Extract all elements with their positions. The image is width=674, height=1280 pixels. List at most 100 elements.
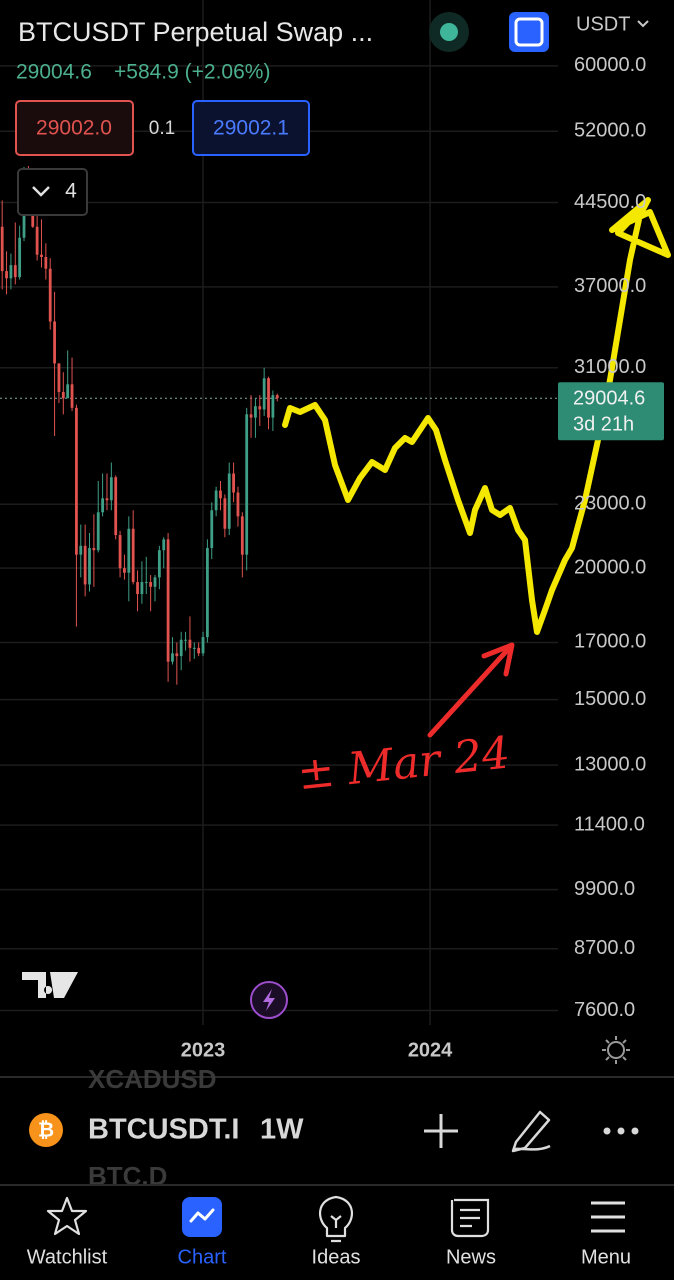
y-tick-label: 7600.0 <box>574 999 635 1021</box>
candle-body <box>258 406 262 410</box>
candle-body <box>140 582 144 595</box>
candle-body <box>275 395 279 399</box>
candle-body <box>0 226 4 272</box>
candle-body <box>219 490 222 499</box>
draw-button[interactable] <box>511 1110 551 1153</box>
bid-price: 29002.0 <box>36 117 112 140</box>
candle-body <box>92 548 96 551</box>
candle-body <box>245 414 249 555</box>
buy-button[interactable] <box>192 100 310 156</box>
candle-body <box>40 254 43 258</box>
previous-symbol[interactable]: XCADUSD <box>88 1064 217 1094</box>
candle-body <box>249 414 253 418</box>
candle-body <box>157 550 161 578</box>
candle-body <box>197 647 201 654</box>
candle-body <box>201 637 205 654</box>
y-tick-label: 23000.0 <box>574 493 646 515</box>
candle-body <box>205 548 209 638</box>
indicators-toggle[interactable] <box>17 168 88 216</box>
candle-body <box>271 395 275 418</box>
candle-body <box>114 477 118 536</box>
nav-bar <box>0 1186 674 1280</box>
symbol-logo-mark: ₿ <box>38 1119 54 1141</box>
candle-body <box>127 528 131 573</box>
y-tick-label: 17000.0 <box>574 631 646 653</box>
nav-label[interactable]: News <box>446 1246 496 1268</box>
currency-selector[interactable]: USDT <box>576 13 630 35</box>
candle-body <box>179 639 183 657</box>
more-button[interactable] <box>603 1127 639 1135</box>
candle-body <box>123 568 126 573</box>
symbol-title[interactable]: BTCUSDT Perpetual Swap ... <box>18 17 373 47</box>
nav-labels: Watchlist Chart Ideas News Menu <box>27 1246 631 1268</box>
candle-body <box>131 528 135 583</box>
candle-body <box>227 473 231 529</box>
candle-body <box>88 548 91 585</box>
candle-body <box>262 378 266 410</box>
candle-body <box>153 577 157 587</box>
status-dot <box>440 23 458 41</box>
y-tick-label: 20000.0 <box>574 556 646 578</box>
candle-body <box>83 545 87 585</box>
symbol-name[interactable]: BTCUSDT.I <box>88 1114 239 1146</box>
candle-body <box>223 498 227 529</box>
candle-body <box>57 363 61 393</box>
candle-body <box>171 653 174 662</box>
nav-label[interactable]: Ideas <box>312 1246 361 1268</box>
nav-label[interactable]: Watchlist <box>27 1246 108 1268</box>
watchlist-icon[interactable] <box>46 1196 88 1236</box>
countdown-label: 3d 21h <box>573 413 634 435</box>
candle-body <box>232 473 235 493</box>
candle-body <box>9 265 13 279</box>
theme-rays <box>602 1036 630 1064</box>
candle-body <box>236 492 240 517</box>
candle-body <box>136 582 139 595</box>
candle-body <box>240 516 244 555</box>
y-tick-label: 15000.0 <box>574 688 646 710</box>
candle-body <box>214 490 218 511</box>
price-label-box <box>558 382 664 441</box>
candle-body <box>5 271 8 279</box>
y-tick-label: 52000.0 <box>574 120 646 142</box>
chart-icon-line <box>189 1208 215 1223</box>
menu-icon[interactable] <box>591 1201 625 1233</box>
candle-body <box>13 265 17 278</box>
price-change: +584.9 (+2.06%) <box>114 61 270 84</box>
candle-body <box>96 512 100 551</box>
spread: 0.1 <box>149 118 175 139</box>
symbol-logo <box>29 1113 63 1147</box>
candle-body <box>166 539 170 662</box>
nav-label[interactable]: Menu <box>581 1246 631 1268</box>
candle-body <box>192 647 196 649</box>
currency-caret <box>637 20 649 28</box>
candle-body <box>18 237 22 278</box>
indicators-count: 4 <box>65 180 77 203</box>
sell-button[interactable] <box>15 100 134 156</box>
x-tick-label: 2024 <box>408 1039 453 1061</box>
theme-toggle[interactable] <box>607 1041 625 1059</box>
nav-label[interactable]: Chart <box>178 1246 227 1268</box>
interval[interactable]: 1W <box>260 1114 304 1146</box>
candle-body <box>188 639 192 648</box>
symbol-row <box>0 1100 674 1162</box>
candle-body <box>175 653 179 657</box>
y-tick-label: 8700.0 <box>574 937 635 959</box>
ideas-icon[interactable] <box>319 1195 353 1243</box>
collapse-icon <box>32 186 50 197</box>
y-tick-label: 37000.0 <box>574 275 646 297</box>
events-icon <box>263 989 275 1011</box>
fullscreen-button[interactable] <box>509 12 549 52</box>
candle-body <box>267 378 270 418</box>
news-icon[interactable] <box>450 1198 490 1238</box>
y-tick-label: 9900.0 <box>574 878 635 900</box>
last-price: 29004.6 <box>16 61 92 84</box>
candle-layer <box>0 165 279 685</box>
candle-body <box>66 384 70 399</box>
candle-body <box>79 545 83 555</box>
x-tick-label: 2023 <box>181 1039 226 1061</box>
candle-body <box>162 539 166 551</box>
add-button[interactable] <box>424 1114 458 1148</box>
drawing-projection <box>282 197 671 635</box>
